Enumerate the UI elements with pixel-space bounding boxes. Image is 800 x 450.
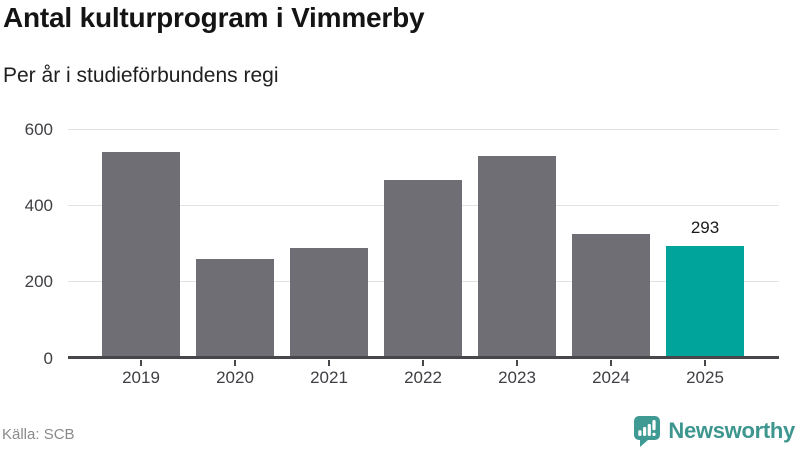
y-axis-tick-label: 400	[24, 195, 53, 215]
x-axis-tick	[140, 359, 142, 366]
x-axis-tick	[704, 359, 706, 366]
x-axis-tick-label-2020: 2020	[216, 368, 254, 387]
x-axis-line	[68, 355, 779, 359]
chart-subtitle: Per år i studieförbundens regi	[3, 64, 279, 87]
x-axis-tick-label-2024: 2024	[592, 368, 630, 387]
plot-area: 293	[68, 128, 779, 359]
x-axis-tick-label-2021: 2021	[310, 368, 348, 387]
bar-value-label-2025: 293	[690, 218, 720, 238]
x-axis-tick-label-2025: 2025	[686, 368, 724, 387]
y-axis-tick-label: 0	[43, 348, 53, 368]
bar-2021	[290, 247, 368, 358]
gridline-600	[68, 128, 779, 130]
bar-2022	[384, 179, 462, 358]
bar-2023	[478, 155, 556, 358]
newsworthy-logo-text: Newsworthy	[668, 418, 795, 443]
bar-2020	[196, 258, 274, 358]
newsworthy-logo-icon	[634, 416, 661, 447]
x-axis-tick	[610, 359, 612, 366]
x-axis-tick	[422, 359, 424, 366]
x-axis-tick-label-2023: 2023	[498, 368, 536, 387]
bar-2025	[666, 246, 744, 358]
y-axis-tick-label: 600	[24, 119, 53, 139]
source-note: Källa: SCB	[2, 426, 75, 443]
x-axis-tick	[234, 359, 236, 366]
bar-2019	[102, 151, 180, 358]
x-axis-tick-label-2019: 2019	[122, 368, 160, 387]
x-axis-tick	[516, 359, 518, 366]
newsworthy-logo: Newsworthy	[631, 414, 795, 448]
chart-title: Antal kulturprogram i Vimmerby	[3, 2, 425, 33]
bar-2024	[572, 233, 650, 358]
x-axis-tick	[328, 359, 330, 366]
x-axis-tick-label-2022: 2022	[404, 368, 442, 387]
y-axis-tick-label: 200	[24, 272, 53, 292]
